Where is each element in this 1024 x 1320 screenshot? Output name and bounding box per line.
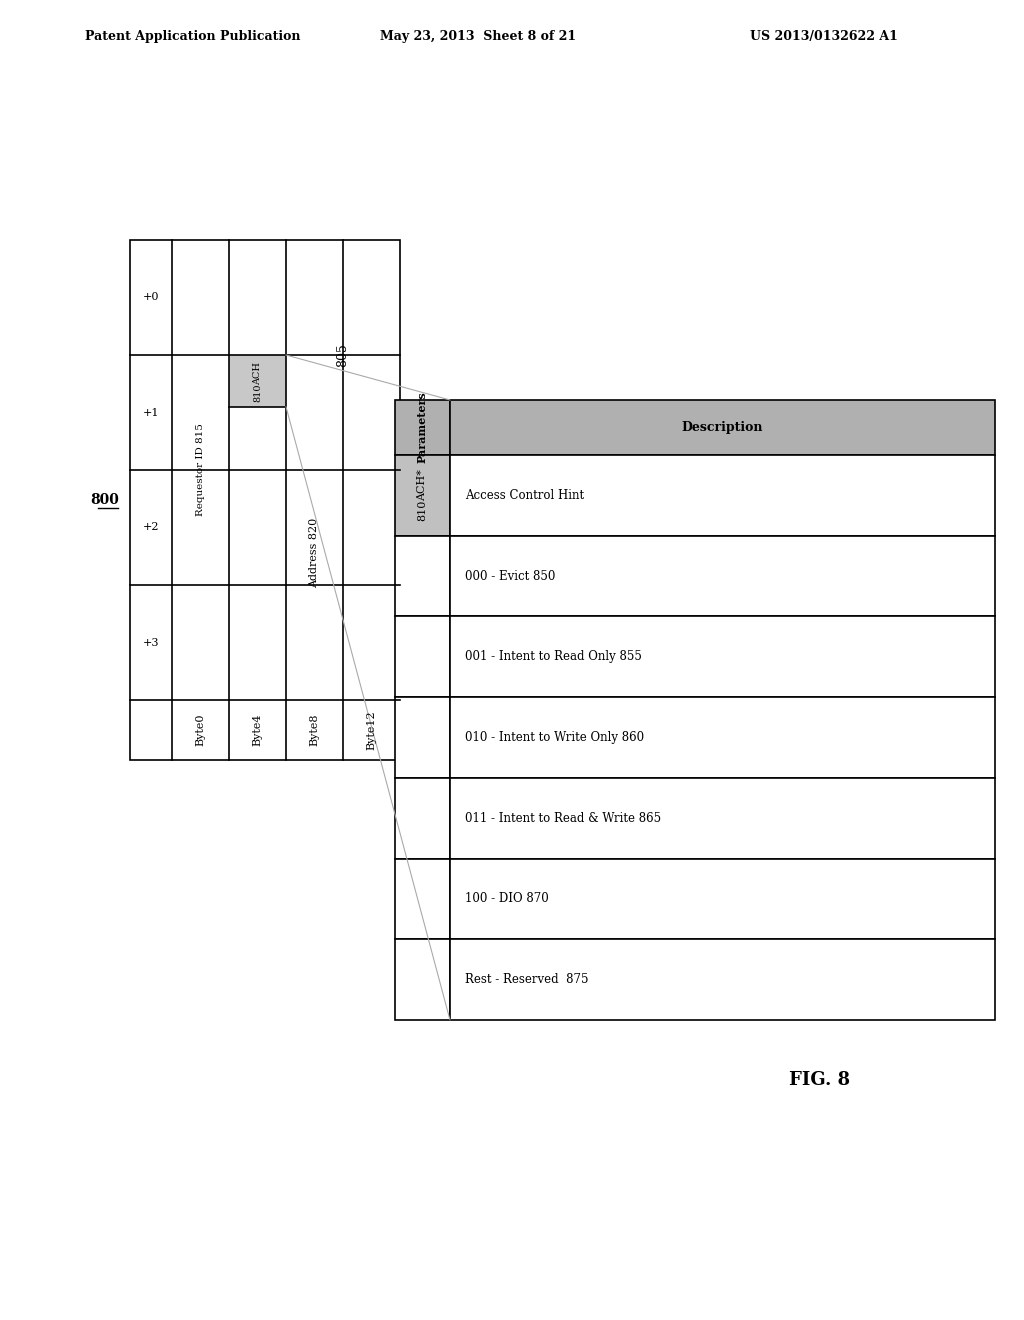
Text: Byte8: Byte8: [309, 714, 319, 746]
Bar: [450, 697, 995, 777]
Text: May 23, 2013  Sheet 8 of 21: May 23, 2013 Sheet 8 of 21: [380, 30, 577, 44]
Bar: [229, 355, 286, 407]
Bar: [395, 858, 450, 940]
Text: 100 - DIO 870: 100 - DIO 870: [465, 892, 549, 906]
Text: Parameters: Parameters: [417, 392, 428, 463]
Text: +2: +2: [142, 523, 160, 532]
Text: Description: Description: [682, 421, 763, 434]
Text: Address 820: Address 820: [309, 519, 319, 589]
Bar: [130, 240, 400, 760]
Text: 805: 805: [337, 343, 349, 367]
Text: Patent Application Publication: Patent Application Publication: [85, 30, 300, 44]
Text: 011 - Intent to Read & Write 865: 011 - Intent to Read & Write 865: [465, 812, 662, 825]
Text: US 2013/0132622 A1: US 2013/0132622 A1: [750, 30, 898, 44]
Bar: [395, 455, 450, 536]
Text: 001 - Intent to Read Only 855: 001 - Intent to Read Only 855: [465, 651, 642, 663]
Text: FIG. 8: FIG. 8: [790, 1071, 851, 1089]
Bar: [395, 616, 450, 697]
Text: 000 - Evict 850: 000 - Evict 850: [465, 569, 555, 582]
Bar: [450, 616, 995, 697]
Bar: [450, 400, 995, 455]
Text: Access Control Hint: Access Control Hint: [465, 488, 584, 502]
Bar: [395, 940, 450, 1020]
Text: 810: 810: [418, 500, 427, 521]
Bar: [450, 536, 995, 616]
Bar: [450, 858, 995, 940]
Bar: [395, 697, 450, 777]
Bar: [395, 536, 450, 616]
Text: Requestor ID 815: Requestor ID 815: [196, 424, 205, 516]
Text: +3: +3: [142, 638, 160, 648]
Bar: [450, 455, 995, 536]
Text: +1: +1: [142, 408, 160, 417]
Text: Rest - Reserved  875: Rest - Reserved 875: [465, 973, 589, 986]
Bar: [395, 777, 450, 858]
Text: ACH: ACH: [253, 363, 262, 385]
Text: 010 - Intent to Write Only 860: 010 - Intent to Write Only 860: [465, 731, 644, 744]
Bar: [450, 940, 995, 1020]
Text: 810: 810: [253, 384, 262, 403]
Text: Byte4: Byte4: [253, 714, 262, 746]
Text: 800: 800: [90, 492, 120, 507]
Bar: [395, 400, 450, 455]
Text: Byte0: Byte0: [196, 714, 206, 746]
Text: ACH*: ACH*: [418, 470, 427, 502]
Text: +0: +0: [142, 293, 160, 302]
Bar: [450, 777, 995, 858]
Text: Byte12: Byte12: [367, 710, 377, 750]
